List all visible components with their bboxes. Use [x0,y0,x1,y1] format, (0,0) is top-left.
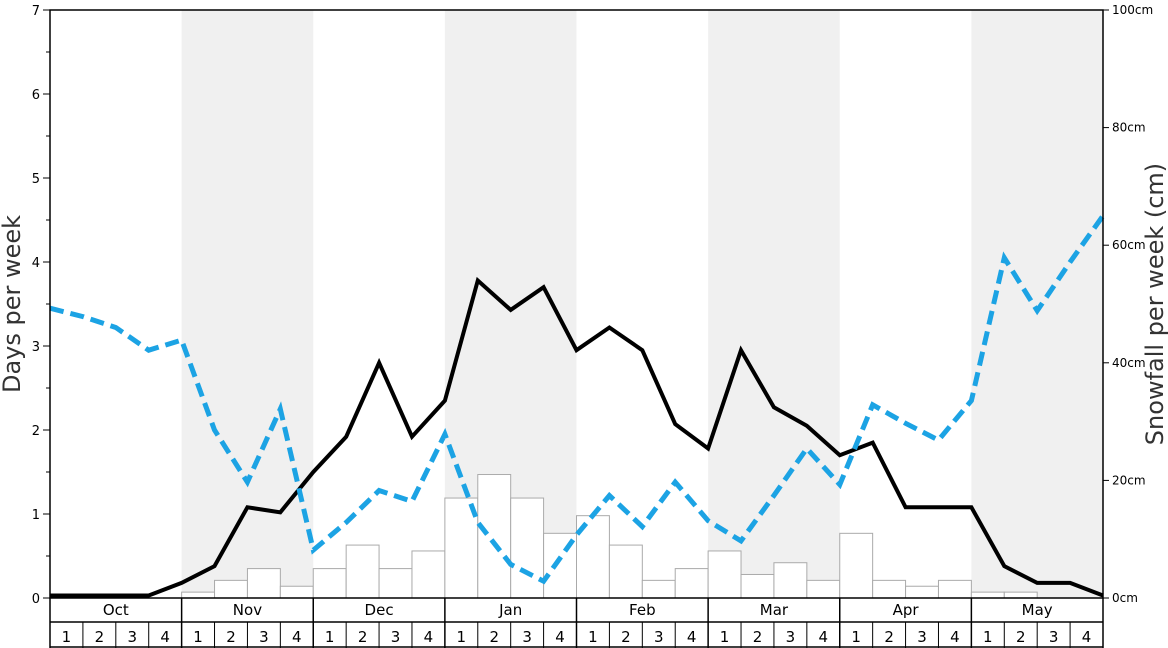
week-label: 4 [160,628,170,646]
week-label: 2 [358,628,368,646]
week-label: 4 [819,628,829,646]
left-tick-label: 7 [32,4,40,19]
month-label: Jan [498,601,522,619]
week-label: 3 [391,628,401,646]
right-tick-label: 0cm [1112,591,1138,605]
left-tick-label: 4 [32,256,40,271]
week-label: 4 [1082,628,1092,646]
week-label: 3 [127,628,137,646]
snowfall-bar [872,579,907,599]
snowfall-bar [345,544,380,599]
week-label: 1 [720,628,730,646]
week-label: 3 [1049,628,1059,646]
left-tick-label: 1 [32,508,40,523]
series-lines [49,214,1106,598]
week-label: 2 [489,628,499,646]
snowfall-bar [839,532,874,599]
week-label: 1 [588,628,598,646]
week-label: 2 [1016,628,1026,646]
week-label: 2 [621,628,631,646]
month-band [971,10,1103,598]
month-band [708,10,840,598]
week-label: 2 [226,628,236,646]
snowfall-bar [806,579,841,599]
week-label: 4 [424,628,434,646]
week-label: 1 [325,628,335,646]
week-label: 2 [884,628,894,646]
week-label: 2 [95,628,105,646]
week-label: 3 [259,628,269,646]
solid-series-line [50,276,1104,598]
left-tick-label: 3 [32,340,40,355]
snowfall-bar [608,544,643,599]
snowfall-bar [411,550,446,599]
right-tick-label: 60cm [1112,238,1146,252]
week-label: 3 [522,628,532,646]
snowfall-bar [641,579,676,599]
snowfall-bar [707,550,742,599]
snowfall-bar [674,568,709,599]
snowfall-bar [773,562,808,599]
right-axis-title: Snowfall per week (cm) [1141,163,1168,445]
snowfall-bars [181,474,1038,599]
dashed-series-line [49,214,1106,585]
week-label: 1 [851,628,861,646]
month-label: Dec [365,601,394,619]
week-label: 2 [753,628,763,646]
left-tick-label: 0 [32,592,40,607]
right-tick-label: 80cm [1112,121,1146,135]
week-label: 3 [917,628,927,646]
week-label: 1 [457,628,467,646]
week-label: 1 [193,628,203,646]
snowfall-bar [510,497,545,599]
month-bands [181,10,1103,598]
month-label: Mar [760,601,789,619]
left-axis-title: Days per week [0,215,26,393]
x-axis: Oct 1 2 3 4 Nov 1 2 3 4 Dec 1 2 3 4 Jan 1 2 3 4 Feb 1 2 3 4 Mar 1 2… [49,598,1104,648]
snowfall-bar [905,585,939,599]
left-tick-label: 5 [32,172,40,187]
month-label: May [1022,601,1053,619]
snowfall-bar [937,579,972,599]
right-tick-label: 40cm [1112,356,1146,370]
week-label: 3 [786,628,796,646]
snowfall-bar [970,591,1005,599]
right-tick-label: 20cm [1112,473,1146,487]
left-tick-label: 6 [32,88,40,103]
month-label: Oct [103,601,129,619]
week-label: 4 [687,628,697,646]
snowfall-bar [181,591,216,599]
snowfall-bar [279,585,314,599]
week-label: 1 [983,628,993,646]
month-label: Apr [893,601,920,619]
month-label: Nov [233,601,262,619]
snowfall-bar [477,474,512,599]
snowfall-bar [1003,591,1038,599]
snowfall-bar [378,568,413,599]
right-tick-label: 100cm [1112,3,1153,17]
month-label: Feb [629,601,656,619]
week-label: 4 [555,628,565,646]
week-label: 3 [654,628,664,646]
snowfall-bar [246,568,281,599]
week-label: 4 [950,628,960,646]
snowfall-bar [214,579,248,599]
snowfall-bar [740,573,775,599]
week-label: 4 [292,628,302,646]
left-tick-label: 2 [32,424,40,439]
week-label: 1 [62,628,72,646]
snowfall-bar [312,568,347,599]
